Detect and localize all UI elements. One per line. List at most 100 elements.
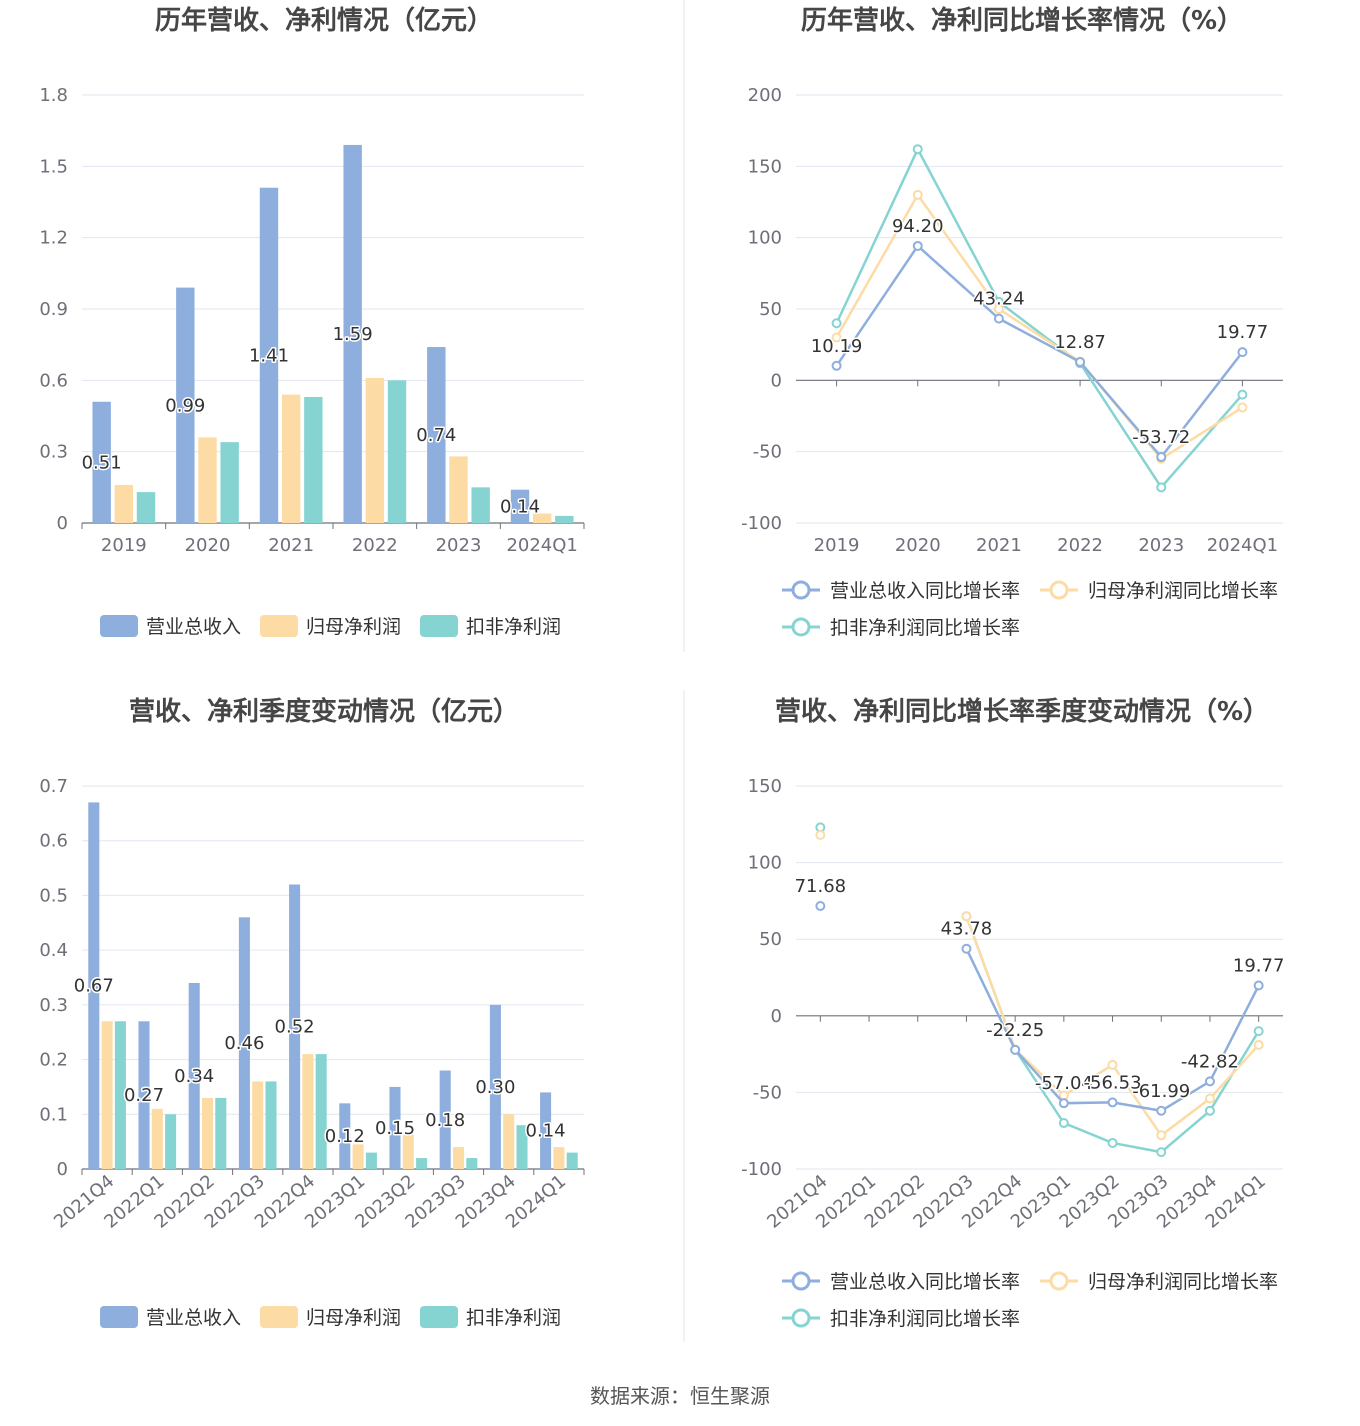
data-label: -56.53 [1084,1072,1142,1093]
y-tick-label: 150 [748,776,782,797]
data-point [1058,1098,1069,1109]
data-point [1156,1105,1167,1116]
legend-label[interactable]: 营业总收入同比增长率 [830,1271,1020,1293]
bar [101,1021,113,1169]
data-point [912,240,923,251]
data-point [1204,1076,1215,1087]
legend-label[interactable]: 营业总收入同比增长率 [830,580,1020,602]
legend-swatch[interactable] [791,580,811,600]
y-tick-label: 0.3 [39,995,68,1016]
y-tick-label: 0.4 [39,940,68,961]
y-tick-label: 1.5 [39,156,68,177]
data-point [1204,1093,1215,1104]
legend-swatch[interactable] [260,1306,298,1328]
data-point [1156,451,1167,462]
data-label: 19.77 [1217,322,1269,343]
bar [416,1158,428,1169]
data-point [831,318,842,329]
data-point [831,332,842,343]
y-tick-label: 150 [748,156,782,177]
legend-swatch[interactable] [260,615,298,637]
y-tick-label: 0.9 [39,299,68,320]
chart-panel-1: 历年营收、净利情况（亿元） 0 0.3 0.6 0.9 1.2 1.5 1.8 2019 2020… [39,5,585,638]
legend-swatch[interactable] [791,1308,811,1328]
y-tick-label: 0.5 [39,885,68,906]
bar [540,1092,552,1169]
x-tick-label: 2024Q1 [1207,535,1278,556]
data-point [815,830,826,841]
bar [289,884,301,1169]
legend-swatch[interactable] [100,1306,138,1328]
y-tick-label: 100 [748,228,782,249]
bar [555,515,574,523]
data-source: 数据来源：恒生聚源 [590,1384,770,1408]
y-tick-label: 0.2 [39,1050,68,1071]
y-tick-label: 0.6 [39,831,68,852]
legend-label[interactable]: 扣非净利润同比增长率 [830,617,1020,639]
y-tick-label: -50 [753,1082,782,1103]
series-line [835,146,1244,490]
legend-label[interactable]: 归母净利润同比增长率 [1088,1271,1278,1293]
bar [252,1081,264,1169]
bar [215,1097,227,1169]
legend: 营业总收入 归母净利润 扣非净利润 [100,1306,561,1329]
legend-swatch[interactable] [791,1271,811,1291]
bar [471,487,490,523]
bar [188,982,200,1169]
data-point [1156,1147,1167,1158]
legend-label[interactable]: 扣非净利润 [466,616,561,638]
x-tick-label: 2020 [185,535,231,556]
data-label: 71.68 [795,876,847,897]
legend-swatch[interactable] [791,617,811,637]
data-label: 0.67 [74,976,114,997]
x-tick-label: 2022 [1057,535,1103,556]
legend-label[interactable]: 扣非净利润 [466,1307,561,1329]
bar [387,380,407,523]
data-label: 0.51 [82,452,122,473]
y-tick-label: 0.1 [39,1104,68,1125]
data-label: 0.27 [124,1085,164,1106]
bar [452,1147,465,1169]
data-point [1107,1059,1118,1070]
bar [343,144,362,523]
bar [389,1086,401,1169]
bar [114,1021,126,1169]
bar [566,1152,578,1169]
data-label: 94.20 [892,216,944,237]
data-point [815,900,826,911]
data-label: 0.34 [174,1066,214,1087]
bar [503,1114,515,1169]
data-label: 10.19 [811,336,863,357]
legend-label[interactable]: 归母净利润 [306,616,401,638]
data-label: 0.14 [526,1121,566,1142]
legend-swatch[interactable] [100,615,138,637]
data-point [912,189,923,200]
legend-label[interactable]: 营业总收入 [146,616,241,638]
bar [88,802,100,1169]
bar [92,401,111,523]
data-label: 1.41 [249,345,289,366]
y-tick-label: 0 [57,513,68,534]
data-point [831,360,842,371]
legend-label[interactable]: 归母净利润同比增长率 [1088,580,1278,602]
legend-swatch[interactable] [420,615,458,637]
legend-label[interactable]: 营业总收入 [146,1307,241,1329]
legend-label[interactable]: 归母净利润 [306,1307,401,1329]
legend-swatch[interactable] [420,1306,458,1328]
data-label: -61.99 [1132,1081,1190,1102]
legend-label[interactable]: 扣非净利润同比增长率 [830,1308,1020,1330]
legend-swatch[interactable] [1049,1271,1069,1291]
data-point [1237,402,1248,413]
x-tick-label: 2022 [352,535,398,556]
data-label: 0.14 [500,496,540,517]
bar [365,377,385,523]
data-label: -22.25 [986,1020,1044,1041]
bar [176,287,195,523]
legend-swatch[interactable] [1049,580,1069,600]
data-label: 0.99 [165,395,205,416]
y-tick-label: 0.7 [39,776,68,797]
data-point [1107,1137,1118,1148]
chart-title: 历年营收、净利同比增长率情况（%） [801,5,1243,36]
